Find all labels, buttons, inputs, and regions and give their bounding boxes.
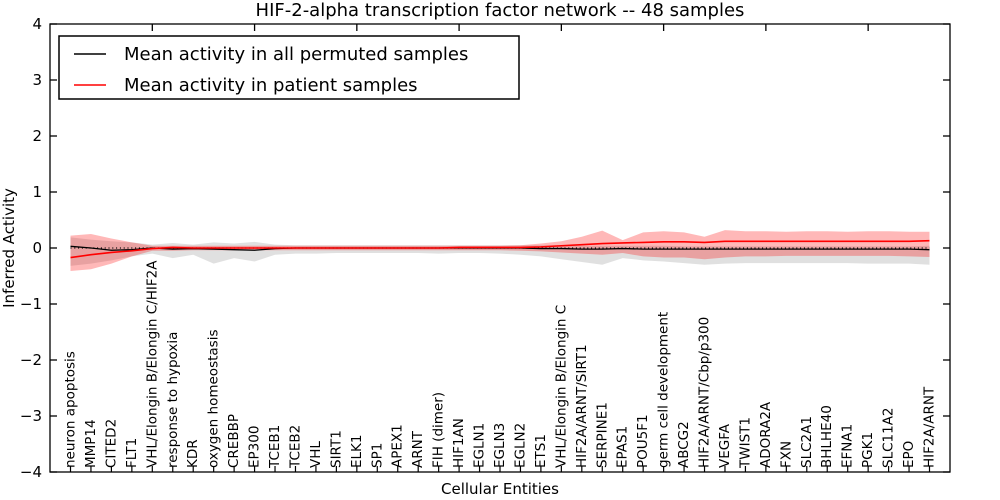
x-tick-label: SERPINE1 — [594, 402, 610, 468]
y-tick-label: −3 — [20, 407, 42, 425]
y-tick-label: 4 — [32, 15, 42, 33]
x-tick-label: EPO — [901, 441, 917, 468]
legend-label-patient: Mean activity in patient samples — [124, 75, 418, 96]
x-tick-label: VHL/Elongin B/Elongin C/HIF2A — [144, 260, 160, 468]
series-lines-group — [70, 239, 930, 259]
x-tick-label: EP300 — [247, 426, 263, 468]
y-tick-label: −4 — [20, 463, 42, 481]
x-tick-label: PGK1 — [860, 432, 876, 468]
chart-title: HIF-2-alpha transcription factor network… — [256, 0, 745, 21]
y-tick-label: 3 — [32, 71, 42, 89]
x-tick-label: EGLN1 — [472, 423, 488, 468]
x-tick-label: HIF2A/ARNT — [922, 386, 938, 468]
y-tick-labels-group: 4 3 2 1 0 −1 −2 −3 −4 — [20, 15, 42, 481]
x-tick-label: VEGFA — [717, 423, 733, 468]
x-tick-label: ETS1 — [533, 434, 549, 468]
x-tick-label: EPAS1 — [615, 426, 631, 468]
x-tick-label: SLC11A2 — [881, 407, 897, 468]
x-tick-label: FXN — [778, 441, 794, 468]
x-tick-label: CREBBP — [226, 414, 242, 468]
patient-mean-line — [70, 239, 930, 259]
x-tick-label: HIF2A/ARNT/SIRT1 — [574, 344, 590, 468]
x-tick-label: POU5F1 — [635, 414, 651, 468]
x-tick-label: neuron apoptosis — [63, 351, 79, 468]
x-tick-label: HIF1AN — [451, 418, 467, 468]
x-axis-label: Cellular Entities — [441, 480, 559, 498]
x-tick-label: TCEB1 — [267, 425, 283, 469]
patient-band — [70, 230, 930, 271]
x-tick-label: EGLN3 — [492, 423, 508, 468]
legend-box — [58, 35, 520, 100]
x-tick-label: CITED2 — [103, 419, 119, 468]
x-tick-label: oxygen homeostasis — [206, 330, 222, 469]
y-axis-label: Inferred Activity — [0, 188, 18, 308]
legend: Mean activity in all permuted samples Me… — [58, 35, 520, 100]
y-tick-label: −1 — [20, 295, 42, 313]
x-tick-label: VHL — [308, 441, 324, 468]
x-tick-label: TWIST1 — [737, 417, 753, 469]
y-tick-label: 0 — [32, 239, 42, 257]
plot-frame — [49, 23, 951, 473]
x-tick-label: FIH (dimer) — [431, 392, 447, 468]
x-tick-label: KDR — [185, 439, 201, 468]
x-tick-label: SLC2A1 — [799, 416, 815, 468]
y-tick-label: −2 — [20, 351, 42, 369]
x-tick-label: germ cell development — [656, 312, 672, 468]
x-tick-label: response to hypoxia — [165, 332, 181, 468]
legend-label-permuted: Mean activity in all permuted samples — [124, 44, 468, 65]
x-tick-label: VHL/Elongin B/Elongin C — [553, 305, 569, 468]
y-tick-label: 2 — [32, 127, 42, 145]
x-tick-label: ARNT — [410, 430, 426, 468]
x-tick-label: SIRT1 — [328, 430, 344, 468]
x-tick-label: HIF2A/ARNT/Cbp/p300 — [697, 317, 713, 468]
x-tick-label: EFNA1 — [840, 424, 856, 468]
permuted-band-group — [70, 237, 930, 266]
x-tick-label: ABCG2 — [676, 421, 692, 468]
x-tick-label: ADORA2A — [758, 401, 774, 468]
x-tick-label: MMP14 — [83, 419, 99, 468]
x-tick-label: SP1 — [369, 443, 385, 468]
x-tick-label: FLT1 — [124, 438, 140, 468]
y-tick-label: 1 — [32, 183, 42, 201]
permuted-band — [70, 237, 930, 266]
x-tick-label: ELK1 — [349, 435, 365, 469]
x-tick-label: TCEB2 — [287, 425, 303, 469]
x-tick-labels-group: neuron apoptosis MMP14 CITED2 FLT1 VHL/Elong… — [63, 260, 938, 469]
x-tick-label: BHLHE40 — [819, 405, 835, 468]
x-tick-label: EGLN2 — [512, 423, 528, 468]
patient-band-group — [70, 230, 930, 271]
x-tick-label: APEX1 — [390, 424, 406, 468]
